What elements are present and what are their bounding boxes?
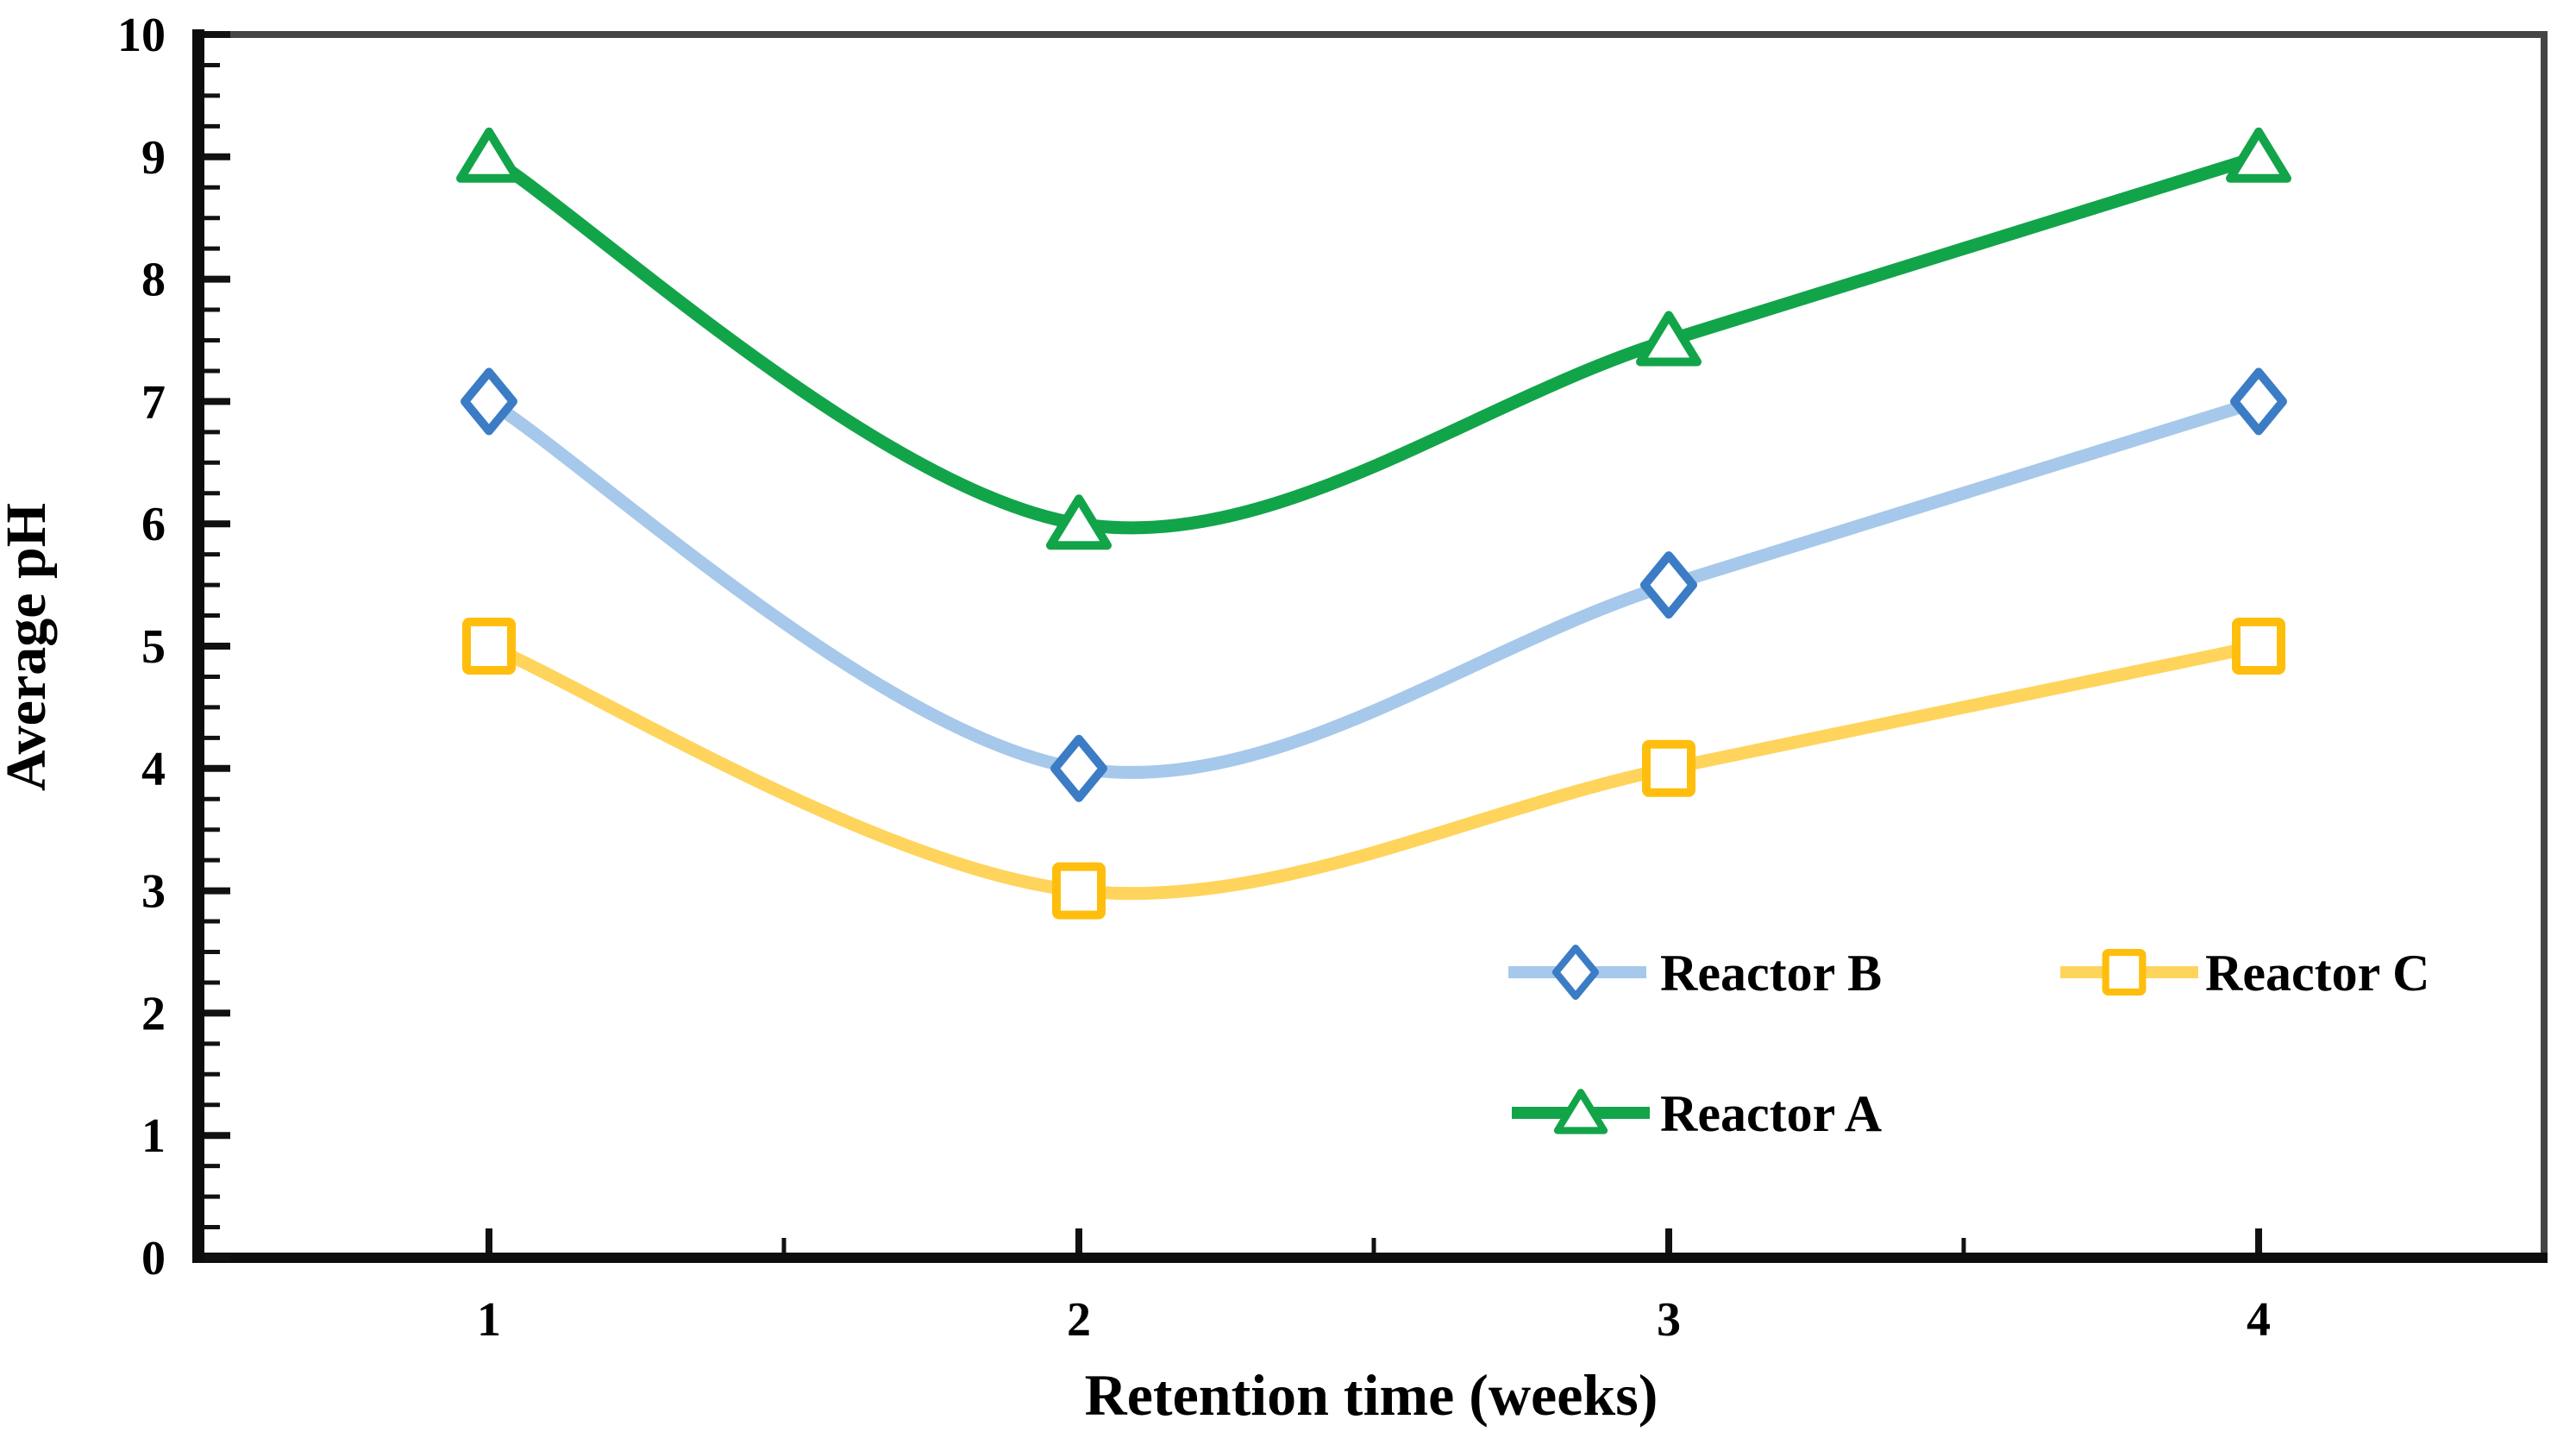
diamond-marker-legend-reactor-b (1551, 945, 1600, 1000)
y-axis-tick-label: 2 (141, 987, 166, 1040)
legend-item-reactor-b: Reactor B (1508, 945, 1882, 1002)
y-axis-title: Average pH (0, 503, 58, 791)
triangle-marker-reactor-a (2226, 127, 2291, 183)
y-axis-tick-label: 7 (141, 375, 166, 429)
y-axis: 0 1 2 3 4 5 6 7 8 9 10 (117, 9, 230, 1285)
x-axis: 1 2 3 4 (477, 1228, 2271, 1347)
legend-label-reactor-a: Reactor A (1660, 1085, 1882, 1142)
series-line-reactor-c (482, 639, 2266, 901)
diamond-marker-reactor-b (461, 367, 517, 436)
y-axis-tick-label: 6 (141, 498, 166, 551)
series-reactor-c (462, 618, 2285, 920)
series-line-reactor-b (482, 394, 2266, 779)
legend-item-reactor-a: Reactor A (1512, 1085, 1882, 1142)
y-axis-tick-label: 3 (141, 865, 166, 919)
y-axis-tick-label: 9 (141, 131, 166, 185)
diamond-marker-reactor-b (2230, 367, 2287, 436)
series-reactor-b (461, 367, 2287, 802)
triangle-marker-legend-reactor-a (1553, 1089, 1608, 1134)
y-axis-tick-label: 0 (141, 1232, 166, 1285)
square-marker-reactor-c (2232, 618, 2285, 675)
square-marker-reactor-c (1052, 862, 1106, 920)
diamond-marker-reactor-b (1050, 734, 1107, 802)
y-axis-tick-label: 4 (141, 743, 166, 796)
y-axis-tick-label: 1 (141, 1109, 166, 1163)
legend-label-reactor-b: Reactor B (1660, 945, 1882, 1002)
axes (192, 29, 2548, 1263)
x-axis-title: Retention time (weeks) (1085, 1362, 1658, 1428)
square-marker-reactor-c (462, 618, 516, 675)
y-axis-tick-label: 5 (141, 620, 166, 674)
x-axis-tick-label: 3 (1657, 1293, 1681, 1347)
x-axis-tick-label: 4 (2247, 1293, 2271, 1347)
y-axis-tick-label: 8 (141, 254, 166, 307)
triangle-marker-reactor-a (1636, 311, 1702, 367)
square-marker-legend-reactor-c (2102, 948, 2147, 996)
triangle-marker-reactor-a (1046, 494, 1112, 550)
diamond-marker-reactor-b (1640, 551, 1697, 619)
series-reactor-a (456, 127, 2291, 550)
series-line-reactor-a (482, 150, 2266, 535)
legend: Reactor B Reactor C Reactor A (1508, 945, 2429, 1142)
square-marker-reactor-c (1642, 739, 1695, 797)
x-axis-tick-label: 2 (1067, 1293, 1091, 1347)
y-axis-tick-label: 10 (117, 9, 166, 62)
legend-label-reactor-c: Reactor C (2205, 945, 2429, 1002)
legend-item-reactor-c: Reactor C (2060, 945, 2429, 1002)
plot-frame (198, 31, 2548, 1258)
triangle-marker-reactor-a (456, 127, 522, 183)
x-axis-tick-label: 1 (477, 1293, 501, 1347)
